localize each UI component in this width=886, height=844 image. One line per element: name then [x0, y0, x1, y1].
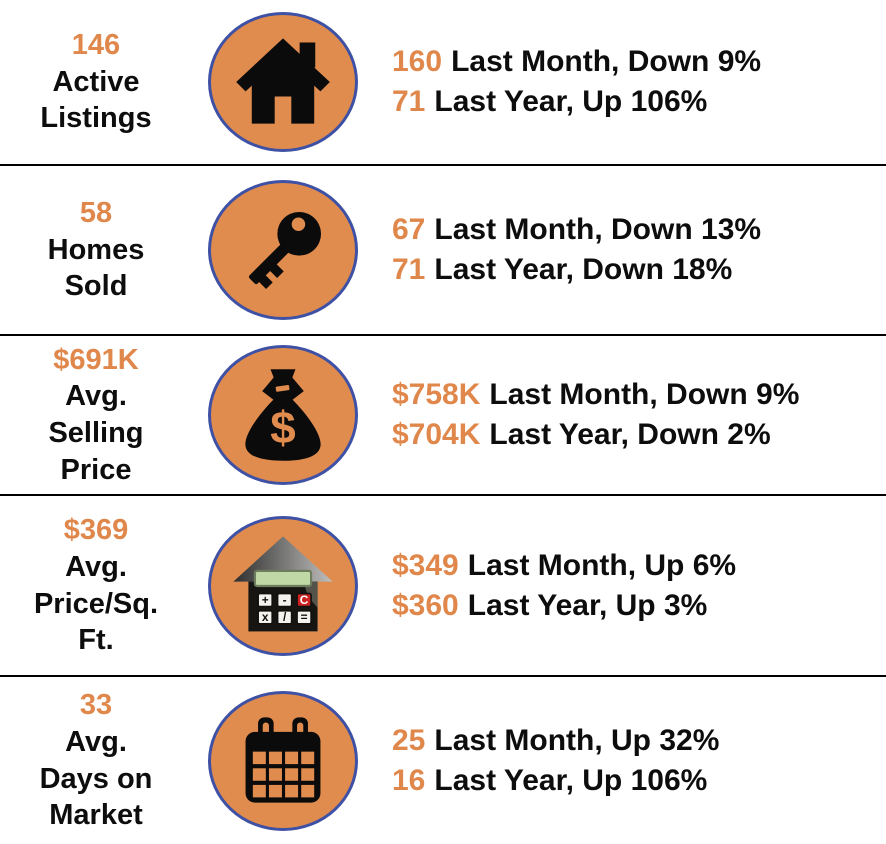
icon-cell: $ — [192, 345, 374, 485]
stat-summary: 146 Active Listings — [0, 27, 192, 137]
last-month-line: 25 Last Month, Up 32% — [392, 721, 886, 761]
last-month-value: 160 — [392, 45, 443, 78]
icon-cell: + - C x / = — [192, 515, 374, 656]
last-year-line: $360 Last Year, Up 3% — [392, 586, 886, 626]
key-icon — [248, 211, 322, 289]
last-month-text: Last Month, Down 13% — [434, 213, 762, 246]
icon-circle — [208, 12, 358, 152]
stat-row-avg-price-sqft: $369 Avg. Price/Sq. Ft. — [0, 496, 886, 677]
svg-text:-: - — [283, 592, 287, 606]
last-year-line: 71 Last Year, Down 18% — [392, 250, 886, 290]
icon-cell — [192, 180, 374, 320]
last-year-text: Last Year, Up 3% — [467, 588, 708, 622]
stat-value: 58 — [79, 197, 113, 230]
last-month-text: Last Month, Up 6% — [467, 548, 737, 582]
house-icon — [236, 38, 330, 124]
last-year-value: 71 — [392, 253, 426, 286]
svg-text:$: $ — [270, 402, 295, 453]
last-year-text: Last Year, Down 18% — [434, 253, 733, 286]
stat-comparisons: $758K Last Month, Down 9% $704K Last Year,… — [374, 375, 886, 455]
last-month-line: $758K Last Month, Down 9% — [392, 375, 886, 415]
house-calculator-icon: + - C x / = — [233, 535, 333, 631]
stat-summary: 33 Avg. Days on Market — [0, 687, 192, 833]
last-month-line: $349 Last Month, Up 6% — [392, 546, 886, 586]
last-year-value: $360 — [392, 588, 459, 622]
last-year-text: Last Year, Down 2% — [489, 418, 771, 451]
stat-label: Avg. Selling Price — [48, 380, 144, 486]
last-month-text: Last Month, Down 9% — [489, 378, 800, 411]
last-month-line: 160 Last Month, Down 9% — [392, 42, 886, 82]
stat-row-avg-days-on-market: 33 Avg. Days on Market — [0, 677, 886, 844]
stat-label: Active Listings — [40, 65, 152, 135]
icon-circle: $ — [208, 345, 358, 485]
last-year-value: 16 — [392, 763, 426, 797]
last-month-value: $758K — [392, 378, 481, 411]
stat-comparisons: 67 Last Month, Down 13% 71 Last Year, Down… — [374, 210, 886, 290]
calendar-icon — [245, 716, 321, 803]
last-year-text: Last Year, Up 106% — [434, 763, 708, 797]
stat-value: 33 — [79, 689, 113, 722]
icon-circle — [208, 180, 358, 320]
last-year-line: $704K Last Year, Down 2% — [392, 415, 886, 455]
stat-value: 146 — [71, 29, 121, 62]
last-year-value: $704K — [392, 418, 481, 451]
svg-text:=: = — [301, 610, 308, 624]
svg-text:/: / — [283, 610, 287, 624]
stat-row-active-listings: 146 Active Listings 160 Last Month, Down … — [0, 0, 886, 166]
svg-text:x: x — [262, 610, 269, 624]
last-month-value: 25 — [392, 723, 426, 757]
stat-comparisons: $349 Last Month, Up 6% $360 Last Year, Up … — [374, 546, 886, 626]
svg-text:C: C — [300, 592, 309, 606]
last-year-line: 16 Last Year, Up 106% — [392, 761, 886, 801]
last-year-value: 71 — [392, 85, 426, 118]
stat-comparisons: 160 Last Month, Down 9% 71 Last Year, Up 1… — [374, 42, 886, 122]
svg-text:+: + — [262, 592, 269, 606]
last-year-text: Last Year, Up 106% — [434, 85, 708, 118]
icon-circle: + - C x / = — [208, 515, 358, 656]
icon-circle — [208, 690, 358, 831]
stat-summary: 58 Homes Sold — [0, 195, 192, 305]
money-bag-icon: $ — [245, 369, 321, 461]
stat-comparisons: 25 Last Month, Up 32% 16 Last Year, Up 106… — [374, 721, 886, 801]
stat-row-avg-selling-price: $691K Avg. Selling Price $ $758K Last Mon… — [0, 336, 886, 496]
icon-cell — [192, 12, 374, 152]
stat-label: Homes Sold — [47, 233, 145, 303]
last-month-text: Last Month, Down 9% — [451, 45, 762, 78]
last-month-value: 67 — [392, 213, 426, 246]
stat-value: $691K — [53, 343, 139, 376]
last-month-line: 67 Last Month, Down 13% — [392, 210, 886, 250]
stat-row-homes-sold: 58 Homes Sold 67 Last Month, Down 13% — [0, 166, 886, 336]
stat-summary: $691K Avg. Selling Price — [0, 342, 192, 488]
stat-label: Avg. Price/Sq. Ft. — [33, 550, 159, 657]
stat-value: $369 — [63, 514, 129, 547]
last-year-line: 71 Last Year, Up 106% — [392, 82, 886, 122]
last-month-value: $349 — [392, 548, 459, 582]
last-month-text: Last Month, Up 32% — [434, 723, 720, 757]
stat-summary: $369 Avg. Price/Sq. Ft. — [0, 512, 192, 658]
icon-cell — [192, 690, 374, 831]
stat-label: Avg. Days on Market — [39, 725, 153, 832]
